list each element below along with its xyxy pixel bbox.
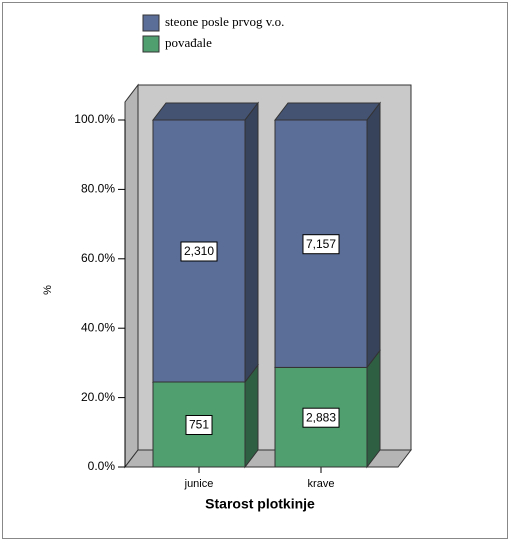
side-wall [124, 83, 139, 469]
bar-count-label: 7,157 [306, 237, 336, 251]
bar-count-box [302, 234, 340, 255]
bar-count-label: 2,883 [306, 410, 336, 424]
bar-side [366, 348, 381, 469]
y-tick-label: 40.0% [81, 320, 115, 334]
bar-top [151, 102, 260, 121]
x-tick-label: junice [184, 478, 214, 490]
y-tick-label: 20.0% [81, 390, 115, 404]
bar-count-box [302, 407, 340, 428]
y-tick-label: 60.0% [81, 251, 115, 265]
bar-count-label: 2,310 [184, 244, 214, 258]
legend-swatch [142, 35, 160, 53]
bar-side [244, 363, 259, 469]
legend-swatch [142, 14, 160, 32]
bar-count-box [185, 414, 213, 435]
bar-count-label: 751 [189, 418, 209, 432]
y-axis-title: % [42, 285, 54, 295]
bar-side [244, 101, 259, 384]
bar-top [273, 102, 382, 121]
bar-count-box [180, 241, 218, 262]
x-tick-label: krave [308, 478, 335, 490]
legend-label: steone posle prvog v.o. [165, 14, 284, 29]
bar-side [366, 101, 381, 369]
legend-label: povađale [165, 35, 212, 50]
y-tick-label: 0.0% [88, 459, 116, 473]
y-tick-label: 80.0% [81, 182, 115, 196]
y-tick-label: 100.0% [74, 112, 115, 126]
x-axis-title: Starost plotkinje [205, 496, 315, 512]
